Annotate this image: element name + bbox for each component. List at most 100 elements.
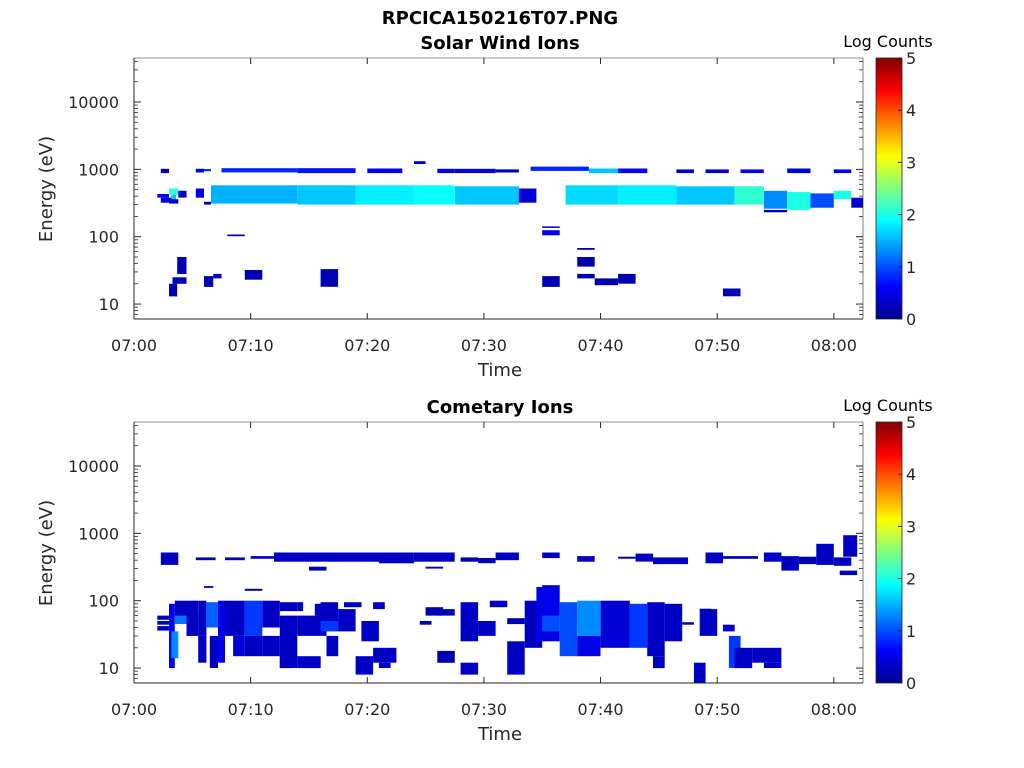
heatmap-cell bbox=[542, 585, 560, 587]
heatmap-cell bbox=[244, 588, 263, 591]
heatmap-cell bbox=[437, 168, 455, 174]
heatmap-cell bbox=[542, 276, 560, 287]
heatmap-cell bbox=[781, 556, 799, 571]
heatmap-cell bbox=[419, 621, 432, 625]
y-tick-label: 100 bbox=[88, 592, 119, 611]
x-tick-label: 07:50 bbox=[694, 700, 740, 719]
colorbar-gradient bbox=[875, 421, 903, 684]
heatmap-cell bbox=[588, 168, 619, 174]
heatmap-cell bbox=[413, 161, 426, 164]
heatmap-cell bbox=[577, 257, 595, 267]
x-tick-label: 07:20 bbox=[344, 336, 390, 355]
heatmap-cell bbox=[326, 552, 379, 562]
solar-wind-heatmap bbox=[157, 161, 863, 297]
cometary-panel: Cometary Ions 07:00 07:10 07:20 07:30 07:40 0… bbox=[36, 396, 933, 745]
heatmap-cell bbox=[227, 234, 245, 237]
heatmap-cell bbox=[833, 190, 852, 200]
heatmap-cell bbox=[373, 602, 385, 610]
heatmap-cell bbox=[198, 635, 207, 663]
y-tick-label: 10000 bbox=[68, 457, 119, 476]
cometary-colorbar-label: Log Counts bbox=[843, 396, 933, 415]
heatmap-cell bbox=[577, 600, 601, 636]
heatmap-cell bbox=[157, 615, 169, 620]
heatmap-cell bbox=[752, 647, 782, 663]
heatmap-cell bbox=[233, 635, 245, 657]
heatmap-cell bbox=[378, 662, 391, 668]
heatmap-cell bbox=[326, 635, 339, 657]
solar-wind-ylabel: Energy (eV) bbox=[36, 136, 57, 242]
heatmap-cell bbox=[635, 553, 654, 562]
colorbar-tick-label: 2 bbox=[906, 206, 916, 225]
heatmap-cell bbox=[262, 600, 280, 628]
solar-wind-panel: Solar Wind Ions 07:00 07:10 07:20 07:30 07:4… bbox=[36, 32, 933, 381]
heatmap-cell bbox=[172, 277, 187, 284]
x-tick-label: 07:30 bbox=[461, 700, 507, 719]
heatmap-cell bbox=[320, 621, 339, 632]
heatmap-cell bbox=[160, 552, 179, 565]
heatmap-cell bbox=[213, 273, 222, 279]
colorbar-tick-label: 5 bbox=[906, 49, 916, 68]
heatmap-cell bbox=[367, 168, 403, 174]
heatmap-cell bbox=[664, 603, 683, 642]
y-tick-label: 10 bbox=[99, 659, 119, 678]
heatmap-cell bbox=[225, 600, 245, 636]
heatmap-cell bbox=[437, 650, 455, 663]
colorbar-tick-label: 3 bbox=[906, 517, 916, 536]
heatmap-cell bbox=[787, 192, 811, 210]
heatmap-cell bbox=[833, 169, 852, 174]
heatmap-cell bbox=[647, 602, 665, 657]
heatmap-cell bbox=[618, 168, 648, 174]
heatmap-cell bbox=[723, 288, 741, 297]
heatmap-cell bbox=[843, 535, 858, 557]
heatmap-cell bbox=[206, 602, 218, 628]
y-tick-label: 10 bbox=[99, 295, 119, 314]
heatmap-cell bbox=[437, 609, 455, 616]
heatmap-cell bbox=[577, 556, 595, 562]
x-tick-label: 07:00 bbox=[111, 700, 157, 719]
heatmap-cell bbox=[244, 270, 263, 280]
heatmap-cell bbox=[157, 621, 169, 625]
heatmap-cell bbox=[195, 188, 204, 198]
heatmap-cell bbox=[705, 169, 729, 174]
heatmap-cell bbox=[618, 273, 636, 284]
heatmap-cell bbox=[279, 656, 292, 669]
cometary-colorbar: 0 1 2 3 4 5 bbox=[875, 413, 916, 693]
heatmap-cell bbox=[763, 209, 788, 213]
heatmap-cell bbox=[169, 188, 179, 195]
heatmap-cell bbox=[279, 602, 298, 612]
cometary-axes: 07:00 07:10 07:20 07:30 07:40 07:50 08:00 10 100… bbox=[68, 421, 864, 719]
heatmap-cell bbox=[851, 197, 863, 208]
heatmap-cell bbox=[454, 186, 519, 205]
x-tick-label: 07:30 bbox=[461, 336, 507, 355]
heatmap-cell bbox=[244, 635, 263, 657]
heatmap-cell bbox=[160, 197, 173, 203]
heatmap-cell bbox=[177, 257, 187, 274]
colorbar-gradient bbox=[875, 57, 903, 320]
heatmap-cell bbox=[594, 278, 618, 286]
colorbar-tick-label: 4 bbox=[906, 465, 916, 484]
heatmap-cell bbox=[309, 566, 327, 571]
heatmap-cell bbox=[460, 557, 479, 562]
colorbar-tick-label: 0 bbox=[906, 674, 916, 693]
x-tick-label: 07:10 bbox=[228, 700, 274, 719]
heatmap-cell bbox=[355, 185, 414, 205]
heatmap-cell bbox=[734, 647, 753, 669]
heatmap-cell bbox=[425, 566, 444, 569]
heatmap-cell bbox=[171, 194, 176, 200]
cometary-title: Cometary Ions bbox=[427, 397, 574, 418]
heatmap-cell bbox=[297, 168, 356, 174]
heatmap-cell bbox=[705, 552, 723, 564]
heatmap-cell bbox=[787, 168, 811, 174]
heatmap-cell bbox=[489, 600, 508, 608]
heatmap-cell bbox=[478, 558, 496, 564]
heatmap-cell bbox=[186, 613, 199, 636]
heatmap-cell bbox=[507, 618, 525, 625]
heatmap-cell bbox=[211, 185, 298, 204]
solar-wind-xlabel: Time bbox=[477, 360, 522, 381]
heatmap-cell bbox=[682, 622, 694, 625]
colorbar-tick-label: 4 bbox=[906, 101, 916, 120]
heatmap-cell bbox=[361, 621, 379, 642]
heatmap-cell bbox=[763, 190, 788, 209]
heatmap-cell bbox=[320, 269, 339, 287]
heatmap-cell bbox=[454, 168, 496, 174]
